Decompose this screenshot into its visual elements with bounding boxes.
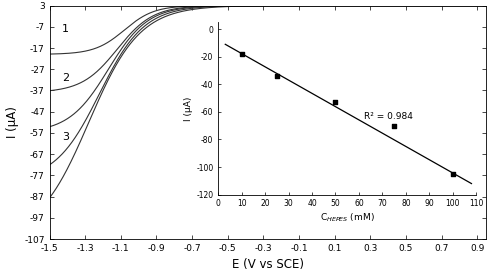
- Text: 2: 2: [62, 73, 69, 83]
- Y-axis label: I (μA): I (μA): [185, 96, 193, 121]
- Y-axis label: I (μA): I (μA): [5, 106, 19, 138]
- Point: [273, 74, 281, 78]
- X-axis label: E (V vs SCE): E (V vs SCE): [232, 259, 304, 272]
- Text: 3: 3: [62, 132, 69, 142]
- Point: [238, 52, 246, 56]
- Text: R² = 0.984: R² = 0.984: [364, 111, 413, 120]
- X-axis label: C$_{HEPES}$ (mM): C$_{HEPES}$ (mM): [320, 211, 374, 224]
- Point: [390, 123, 398, 128]
- Point: [331, 100, 339, 105]
- Text: 1: 1: [62, 24, 69, 34]
- Point: [449, 172, 457, 176]
